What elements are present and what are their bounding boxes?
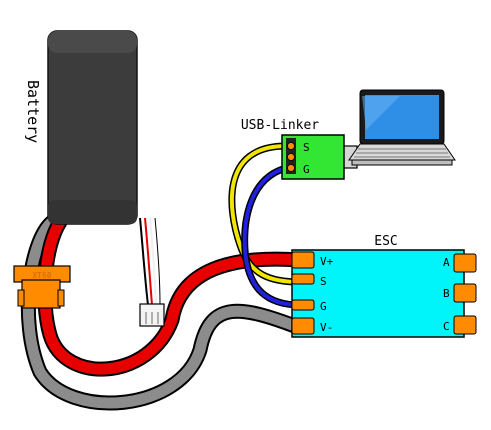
esc-pin-a: A <box>443 256 450 269</box>
usb-linker-title: USB-Linker <box>241 118 319 133</box>
laptop-icon <box>348 89 456 166</box>
usb-linker-pin-g: G <box>303 163 310 176</box>
esc-pin-vplus: V+ <box>320 255 334 268</box>
wire-signal <box>228 142 304 286</box>
esc-title: ESC <box>374 234 397 249</box>
esc-pin-vminus: V- <box>320 321 333 334</box>
usb-linker-pin-s: S <box>303 141 310 154</box>
xt60-connector <box>13 265 71 309</box>
battery-label: Battery <box>24 80 42 143</box>
esc-pin-g: G <box>320 300 327 313</box>
xt60-label: XT60 <box>32 271 51 280</box>
esc-pin-s: S <box>320 275 327 288</box>
esc-board <box>291 249 477 338</box>
wire-ground <box>241 164 304 309</box>
usb-linker <box>281 134 358 180</box>
balance-connector <box>139 303 165 327</box>
battery <box>47 30 138 225</box>
wire-balance-lead <box>139 217 161 306</box>
esc-pin-c: C <box>443 320 450 333</box>
esc-pin-b: B <box>443 287 450 300</box>
